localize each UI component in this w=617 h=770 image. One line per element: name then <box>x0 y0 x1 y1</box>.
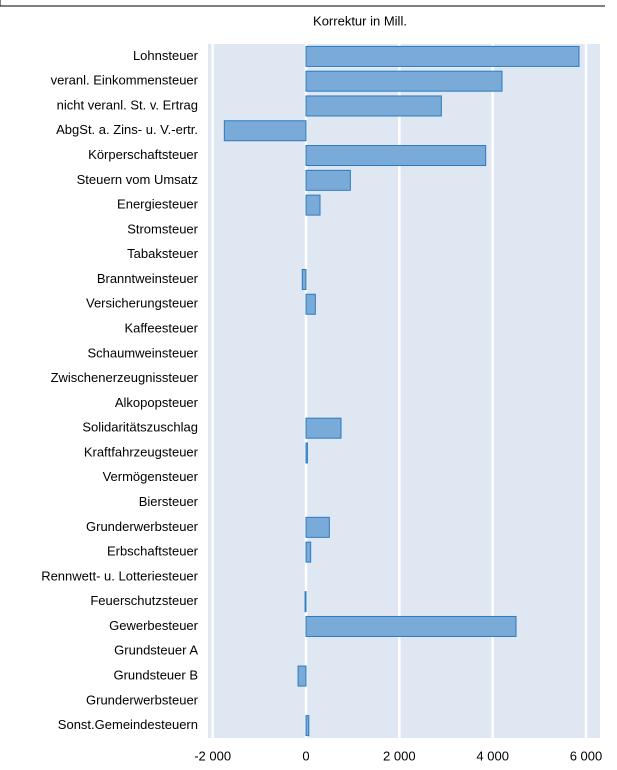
y-tick-label: Kaffeesteuer <box>125 320 199 335</box>
y-tick-label: AbgSt. a. Zins- u. V.-ertr. <box>56 122 198 137</box>
y-tick-label: Sonst.Gemeindesteuern <box>58 717 198 732</box>
x-tick-label: 0 <box>302 748 309 763</box>
y-tick-label: Versicherungsteuer <box>86 296 199 311</box>
x-tick-label: 4 000 <box>476 748 509 763</box>
axis-title: Korrektur in Mill. <box>313 13 407 28</box>
bar <box>297 665 307 687</box>
bar <box>305 70 503 92</box>
bar <box>305 145 487 167</box>
bar <box>305 715 310 737</box>
x-tick-label: 6 000 <box>570 748 603 763</box>
bar <box>301 268 307 290</box>
y-tick-label: Grunderwerbsteuer <box>86 519 199 534</box>
bar <box>305 194 321 216</box>
y-tick-label: Biersteuer <box>139 494 199 509</box>
y-tick-label: Grundsteuer B <box>113 667 198 682</box>
bar <box>305 442 308 464</box>
bar <box>305 293 316 315</box>
y-tick-label: veranl. Einkommensteuer <box>51 73 199 88</box>
bar <box>305 516 330 538</box>
y-tick-label: Vermögensteuer <box>103 469 199 484</box>
x-tick-label: 2 000 <box>383 748 416 763</box>
bar <box>305 541 312 563</box>
bar <box>305 615 517 637</box>
y-tick-label: Steuern vom Umsatz <box>77 172 198 187</box>
bar <box>304 591 307 613</box>
y-tick-label: nicht veranl. St. v. Ertrag <box>57 97 198 112</box>
y-tick-label: Gewerbesteuer <box>109 618 199 633</box>
y-tick-label: Alkopopsteuer <box>115 395 199 410</box>
y-tick-label: Energiesteuer <box>117 197 199 212</box>
y-tick-label: Schaumweinsteuer <box>87 345 198 360</box>
y-tick-label: Grundsteuer A <box>114 643 198 658</box>
bar <box>305 169 351 191</box>
y-tick-label: Stromsteuer <box>127 221 198 236</box>
frame <box>0 0 605 7</box>
y-tick-label: Branntweinsteuer <box>97 271 199 286</box>
bar <box>305 45 580 67</box>
bar <box>223 120 307 142</box>
x-tick-label: -2 000 <box>194 748 231 763</box>
y-tick-label: Erbschaftsteuer <box>107 544 199 559</box>
y-tick-label: Solidaritätszuschlag <box>82 420 198 435</box>
y-tick-label: Zwischenerzeugnissteuer <box>51 370 199 385</box>
y-tick-label: Körperschaftsteuer <box>88 147 199 162</box>
y-tick-label: Tabaksteuer <box>127 246 198 261</box>
y-tick-label: Grunderwerbsteuer <box>86 692 199 707</box>
bar <box>305 417 342 439</box>
y-tick-label: Kraftfahrzeugsteuer <box>84 444 199 459</box>
y-tick-label: Feuerschutzsteuer <box>90 593 198 608</box>
y-tick-label: Rennwett- u. Lotteriesteuer <box>41 568 198 583</box>
bar <box>305 95 442 117</box>
y-tick-label: Lohnsteuer <box>133 48 199 63</box>
